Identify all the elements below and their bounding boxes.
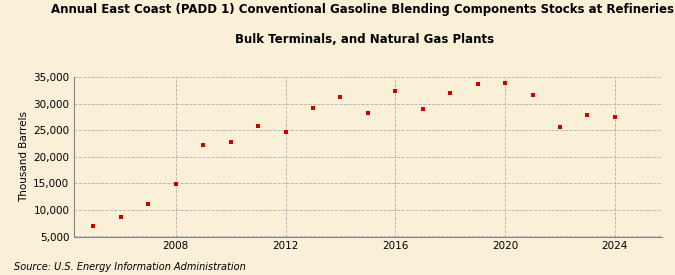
Point [362, 111, 373, 115]
Point [225, 140, 236, 144]
Point [143, 202, 154, 206]
Point [115, 214, 126, 219]
Point [308, 106, 319, 111]
Point [280, 130, 291, 134]
Point [417, 107, 428, 111]
Point [88, 224, 99, 228]
Point [198, 143, 209, 147]
Point [252, 124, 263, 128]
Point [582, 112, 593, 117]
Text: Annual East Coast (PADD 1) Conventional Gasoline Blending Components Stocks at R: Annual East Coast (PADD 1) Conventional … [51, 3, 675, 16]
Point [500, 81, 510, 85]
Point [445, 91, 456, 96]
Point [170, 182, 181, 187]
Point [472, 82, 483, 87]
Point [390, 89, 401, 93]
Text: Source: U.S. Energy Information Administration: Source: U.S. Energy Information Administ… [14, 262, 245, 272]
Y-axis label: Thousand Barrels: Thousand Barrels [19, 111, 29, 202]
Point [610, 115, 620, 119]
Text: Bulk Terminals, and Natural Gas Plants: Bulk Terminals, and Natural Gas Plants [235, 33, 494, 46]
Point [527, 93, 538, 97]
Point [335, 95, 346, 99]
Point [555, 125, 566, 129]
